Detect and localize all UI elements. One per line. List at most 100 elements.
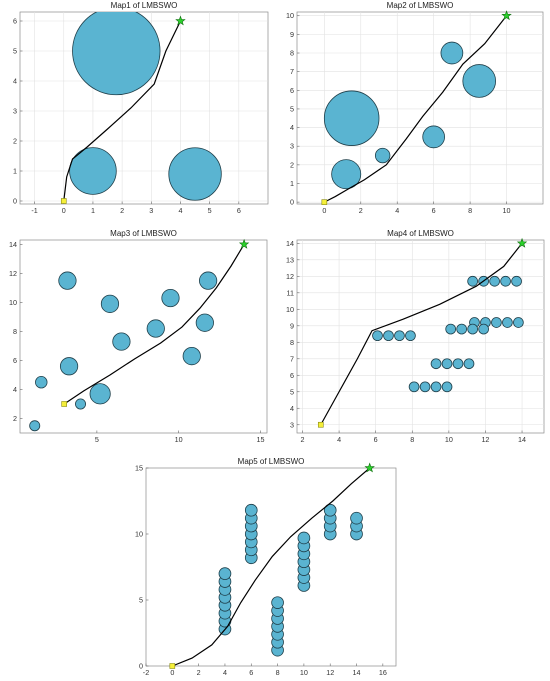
start-marker <box>60 198 67 204</box>
y-tick-label: 12 <box>9 269 17 278</box>
y-tick-label: 0 <box>13 197 17 206</box>
start-marker <box>61 401 67 407</box>
y-tick-label: 4 <box>13 385 17 394</box>
y-tick-label: 15 <box>135 464 143 473</box>
x-tick-label: 0 <box>170 668 174 677</box>
obstacle-circle <box>199 271 218 290</box>
y-tick-label: 3 <box>290 420 294 429</box>
x-tick-label: 4 <box>178 206 182 215</box>
obstacle-circle <box>182 346 201 366</box>
obstacle-circle <box>69 147 117 195</box>
y-tick-label: 7 <box>290 67 294 76</box>
obstacle-circle <box>72 12 161 96</box>
x-tick-label: 4 <box>337 435 341 444</box>
x-tick-label: -2 <box>143 668 149 677</box>
x-tick-label: 3 <box>149 206 153 215</box>
y-tick-label: 3 <box>13 107 17 116</box>
obstacle-circle <box>456 323 468 335</box>
chart-title: Map3 of LMBSWO <box>110 229 177 238</box>
y-tick-label: 0 <box>139 662 143 671</box>
x-tick-label: 16 <box>379 668 387 677</box>
goal-star-marker <box>175 15 186 26</box>
goal-star-marker <box>364 462 375 473</box>
plot-area <box>19 239 268 434</box>
obstacle-circle <box>440 41 464 65</box>
x-tick-label: 5 <box>208 206 212 215</box>
y-tick-label: 11 <box>287 288 294 297</box>
x-tick-label: 14 <box>518 435 526 444</box>
x-tick-label: 2 <box>359 206 363 215</box>
y-tick-label: 4 <box>13 77 17 86</box>
obstacle-circle <box>430 381 442 393</box>
x-tick-label: 10 <box>503 206 511 215</box>
obstacle-circle <box>463 358 475 370</box>
chart-title: Map4 of LMBSWO <box>387 229 454 238</box>
obstacle-circle <box>491 317 502 328</box>
chart-title: Map5 of LMBSWO <box>238 457 305 466</box>
x-tick-label: 15 <box>256 435 264 444</box>
plot-area <box>296 239 545 434</box>
y-tick-label: 14 <box>9 240 17 249</box>
obstacle-circle <box>513 317 524 328</box>
plot-content <box>172 468 371 666</box>
map2-plot: Map2 of LMBSWO 0 2 4 6 8 10 0 1 2 3 4 5 6 7 8 9 10 <box>286 1 544 215</box>
planned-path <box>172 468 371 666</box>
y-tick-label: 8 <box>290 338 294 347</box>
chart-title: Map1 of LMBSWO <box>111 1 178 10</box>
map4-panel: Map4 of LMBSWO 2 4 6 8 10 12 14 3 4 5 6 7 8 9 10 11 12 13 1… <box>275 228 550 456</box>
obstacle-circle <box>445 323 457 335</box>
x-tick-label: 1 <box>91 206 95 215</box>
planned-path <box>63 244 245 405</box>
obstacle-circle <box>271 596 284 609</box>
obstacle-circle <box>59 357 79 376</box>
obstacle-circle <box>323 503 337 517</box>
obstacle-circle <box>419 381 431 393</box>
y-tick-label: 2 <box>13 137 17 146</box>
obstacle-circle <box>478 323 489 335</box>
plot-content <box>29 244 245 432</box>
y-tick-label: 10 <box>286 11 294 20</box>
x-tick-label: 12 <box>326 668 334 677</box>
plot-content <box>323 15 508 203</box>
y-tick-label: 6 <box>290 86 294 95</box>
goal-star-marker <box>238 238 250 249</box>
y-tick-label: 3 <box>290 142 294 151</box>
planned-path <box>63 20 182 202</box>
y-tick-label: 5 <box>13 47 17 56</box>
obstacle-circle <box>467 323 478 335</box>
x-tick-label: 2 <box>197 668 201 677</box>
y-tick-label: 8 <box>13 327 17 336</box>
y-tick-label: 6 <box>290 371 294 380</box>
y-tick-label: 10 <box>9 298 17 307</box>
obstacle-circle <box>100 294 120 313</box>
obstacle-circle <box>408 381 420 393</box>
obstacle-circle <box>394 330 405 342</box>
y-tick-label: 14 <box>286 239 294 248</box>
x-tick-label: 8 <box>468 206 472 215</box>
obstacle-circle <box>75 398 87 410</box>
y-tick-label: 4 <box>290 404 294 413</box>
y-tick-label: 6 <box>13 356 17 365</box>
obstacle-circle <box>331 159 362 190</box>
goal-star-marker <box>516 237 528 248</box>
obstacle-circle <box>29 420 41 432</box>
chart-title: Map2 of LMBSWO <box>387 1 454 10</box>
obstacle-circle <box>374 147 391 164</box>
y-tick-label: 10 <box>286 305 294 314</box>
plot-content <box>63 12 222 202</box>
obstacle-circle <box>467 275 478 287</box>
y-tick-label: 9 <box>290 321 294 330</box>
y-tick-label: 4 <box>290 123 294 132</box>
y-tick-label: 13 <box>286 255 294 264</box>
map1-panel: Map1 of LMBSWO -1 0 1 2 3 4 5 6 0 1 2 3 4 5 6 <box>0 0 275 228</box>
obstacle-circle <box>502 317 513 328</box>
map3-plot: Map3 of LMBSWO 5 10 15 2 4 6 8 10 12 14 <box>9 229 268 444</box>
x-tick-label: 10 <box>175 435 183 444</box>
map5-panel: Map5 of LMBSWO -2 0 2 4 6 8 10 12 14 16 0 5 10 15 <box>120 456 420 681</box>
x-tick-label: 2 <box>120 206 124 215</box>
x-tick-label: 2 <box>300 435 304 444</box>
obstacle-circle <box>195 313 214 332</box>
obstacle-circle <box>383 330 394 342</box>
obstacle-circle <box>441 358 453 370</box>
x-tick-label: 10 <box>445 435 453 444</box>
